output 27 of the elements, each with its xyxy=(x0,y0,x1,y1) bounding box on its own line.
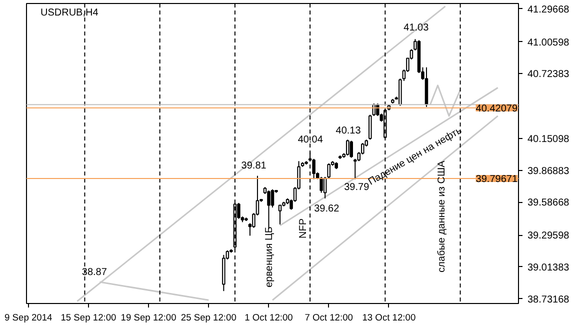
y-tick-label: 40.72383 xyxy=(528,69,570,80)
y-tick-label: 40.15098 xyxy=(528,134,570,145)
y-tick-label: 39.29598 xyxy=(528,230,570,242)
x-tick-label: 1 Oct 12:00 xyxy=(244,312,293,322)
y-tick-label: 41.00598 xyxy=(528,37,570,48)
annotation: 39.62 xyxy=(314,204,340,215)
x-tick-label: 15 Sep 12:00 xyxy=(60,312,116,322)
y-tick-label: 38.73168 xyxy=(528,294,570,306)
x-tick-label: 13 Oct 12:00 xyxy=(362,312,416,322)
annotation: 39.81 xyxy=(241,160,267,172)
x-tick-label: 19 Sep 12:00 xyxy=(120,312,176,322)
chart-title: USDRUB,H4 xyxy=(40,8,99,18)
annotation: 40.04 xyxy=(298,134,324,146)
y-tick-label: 39.58668 xyxy=(528,198,570,209)
annotation: 38.87 xyxy=(82,266,108,278)
y-tick-label: 39.01383 xyxy=(528,262,570,274)
x-tick-label: 7 Oct 12:00 xyxy=(304,312,353,322)
annotation: ервенция ЦБ xyxy=(264,226,276,288)
annotation: 41.03 xyxy=(404,22,430,34)
annotation: 39.79 xyxy=(344,182,370,193)
annotation: слабые данные из США xyxy=(436,160,448,272)
y-tick-label: 41.29668 xyxy=(528,4,570,16)
y-tick-label: 39.86883 xyxy=(528,166,570,177)
annotation: NFP xyxy=(298,218,309,238)
x-tick-label: 25 Sep 12:00 xyxy=(180,312,236,322)
x-tick-label: 9 Sep 2014 xyxy=(4,312,52,322)
annotation: 40.13 xyxy=(336,126,362,137)
